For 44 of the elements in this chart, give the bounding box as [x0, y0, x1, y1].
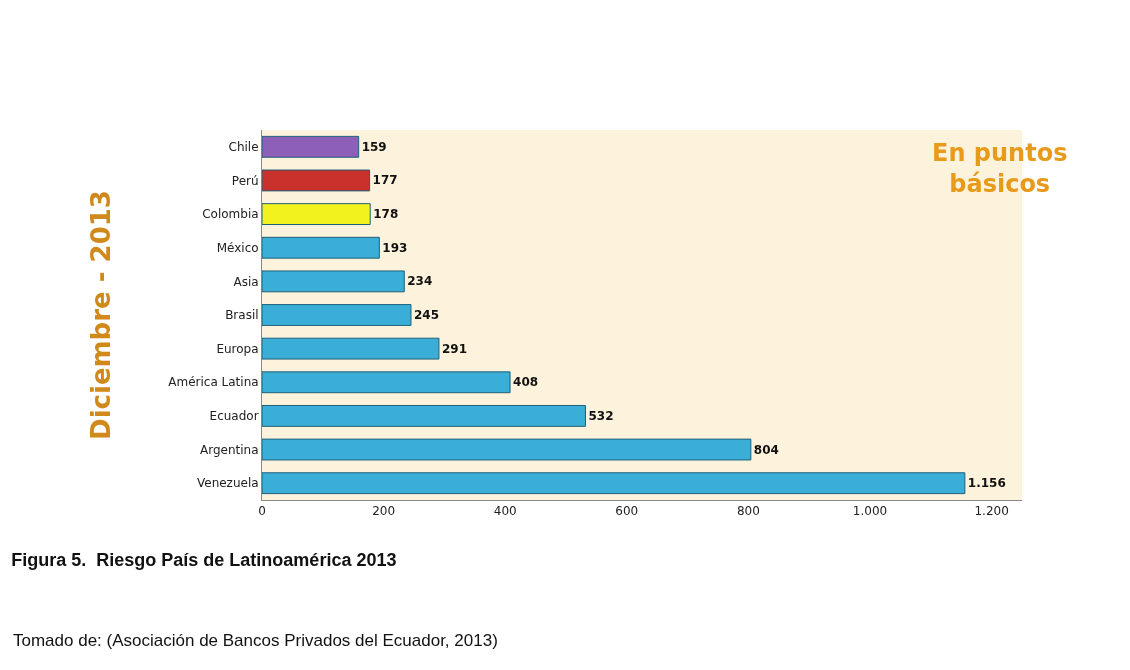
- data-label: 1.156: [967, 476, 1006, 491]
- bar: [262, 135, 360, 158]
- y-axis-title: Diciembre - 2013: [85, 190, 116, 440]
- x-tick-label: 1.200: [974, 504, 1009, 519]
- bar: [262, 337, 440, 360]
- y-tick-label: México: [216, 240, 259, 255]
- y-tick-label: Argentina: [200, 442, 259, 457]
- bar: [262, 472, 966, 495]
- data-label: 291: [441, 341, 467, 356]
- x-tick-label: 0: [258, 504, 266, 519]
- data-label: 804: [753, 442, 779, 457]
- x-tick-label: 1.000: [852, 504, 888, 519]
- y-tick-label: Perú: [231, 173, 259, 188]
- bar: [262, 404, 586, 427]
- data-label: 532: [588, 408, 614, 423]
- y-tick-label: Europa: [216, 341, 259, 356]
- data-label: 234: [407, 274, 433, 289]
- y-tick-label: Colombia: [202, 207, 259, 222]
- x-tick-label: 800: [736, 504, 760, 519]
- data-label: 177: [372, 173, 398, 188]
- y-tick-label: Venezuela: [196, 476, 259, 491]
- bar: [262, 270, 405, 293]
- text: Tomado de: (Asociación de Bancos Privados del Ecuador, 2013): [13, 631, 498, 650]
- text: Figura 5. Riesgo País de Latinoamérica 2013: [11, 549, 397, 570]
- y-tick-label: Chile: [228, 140, 259, 155]
- data-label: 159: [361, 139, 387, 154]
- data-label: 193: [382, 240, 408, 255]
- x-tick-label: 200: [372, 504, 396, 519]
- bar: [262, 169, 371, 192]
- bar: [262, 438, 752, 461]
- x-tick-label: 400: [493, 504, 517, 519]
- bar: [262, 304, 412, 326]
- bar: [262, 203, 371, 226]
- data-label: 178: [373, 207, 399, 222]
- y-tick-label: América Latina: [168, 375, 259, 390]
- x-tick-label: 600: [615, 504, 639, 519]
- bar: [262, 371, 511, 394]
- y-tick-label: Asia: [233, 274, 259, 289]
- y-tick-label: Brasil: [225, 308, 259, 323]
- annotation: En puntos básicos: [932, 139, 1068, 199]
- bar: [262, 236, 380, 259]
- y-tick-label: Ecuador: [209, 409, 259, 424]
- data-label: 245: [413, 308, 440, 322]
- data-label: 408: [513, 375, 539, 390]
